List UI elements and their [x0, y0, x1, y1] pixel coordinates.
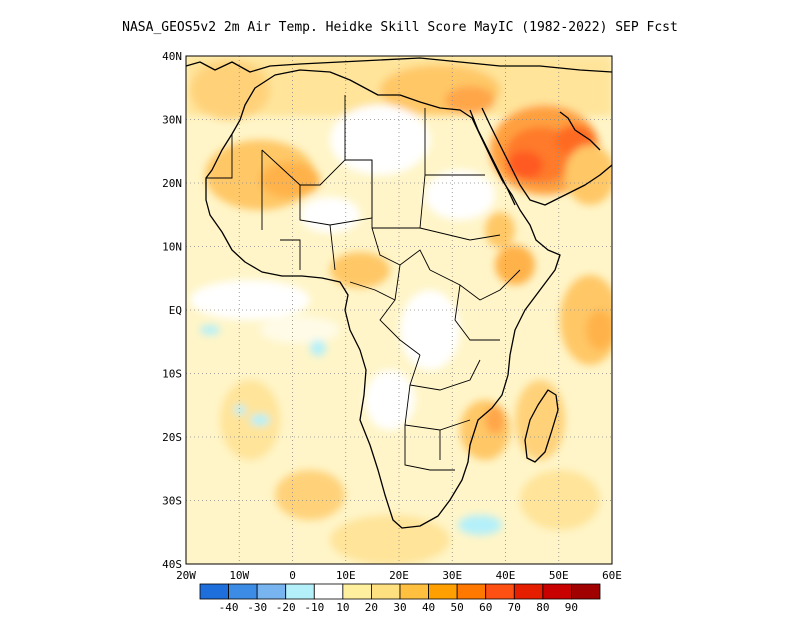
colorbar-swatch — [199, 583, 229, 600]
lon-tick-label: 60E — [602, 569, 622, 582]
shading-layer — [186, 56, 612, 564]
colorbar-label: 60 — [479, 601, 492, 614]
colorbar-label: -20 — [276, 601, 296, 614]
colorbar-swatch — [285, 583, 315, 600]
lon-tick-label: 20E — [389, 569, 409, 582]
lon-tick-label: 30E — [442, 569, 462, 582]
lon-tick-label: 0 — [289, 569, 296, 582]
lon-tick-label: 20W — [176, 569, 196, 582]
colorbar-label: -30 — [247, 601, 267, 614]
lat-tick-label: 10N — [162, 241, 182, 254]
longitude-labels: 20W 10W 0 10E 20E 30E 40E 50E 60E — [176, 569, 622, 582]
colorbar-label: 90 — [565, 601, 578, 614]
colorbar-label: 10 — [336, 601, 349, 614]
africa-coastline — [205, 69, 561, 529]
colorbar-swatch — [513, 583, 544, 600]
colorbar-swatch — [542, 583, 572, 600]
lat-tick-label: 30N — [162, 114, 182, 127]
colorbar-label: 40 — [422, 601, 435, 614]
lat-tick-label: 40S — [162, 558, 182, 571]
colorbar-swatch — [342, 583, 372, 600]
colorbar-label: 80 — [536, 601, 549, 614]
lat-tick-label: 20S — [162, 431, 182, 444]
colorbar-label: -10 — [304, 601, 324, 614]
colorbar-label: 50 — [451, 601, 464, 614]
colorbar-label: 70 — [508, 601, 521, 614]
map-title: NASA_GEOS5v2 2m Air Temp. Heidke Skill S… — [122, 20, 678, 35]
lat-tick-label: 10S — [162, 368, 182, 381]
lat-tick-label: 30S — [162, 495, 182, 508]
colorbar-swatch — [371, 583, 401, 600]
lon-tick-label: 50E — [549, 569, 569, 582]
country-borders — [206, 95, 521, 471]
arabia-coastline — [481, 107, 613, 206]
lon-tick-label: 10E — [336, 569, 356, 582]
lat-tick-label: 40N — [162, 50, 182, 63]
colorbar: -40 -30 -20 -10 10 20 30 40 50 60 70 80 90 — [199, 583, 601, 614]
lat-tick-label: 20N — [162, 177, 182, 190]
lon-tick-label: 40E — [496, 569, 516, 582]
colorbar-swatch — [571, 583, 601, 600]
colorbar-label: 20 — [365, 601, 378, 614]
colorbar-swatch — [313, 583, 344, 600]
gridlines — [186, 56, 612, 564]
latitude-labels: 40N 30N 20N 10N EQ 10S 20S 30S 40S — [162, 50, 182, 571]
madagascar-coastline — [524, 389, 559, 463]
red-sea-coastline — [469, 109, 516, 206]
colorbar-label: -40 — [219, 601, 239, 614]
colorbar-swatch — [228, 583, 258, 600]
colorbar-swatch — [485, 583, 515, 600]
colorbar-swatch — [256, 583, 287, 600]
europe-coastline — [185, 57, 613, 73]
colorbar-swatch — [456, 583, 487, 600]
plot-frame — [185, 55, 613, 565]
lon-tick-label: 10W — [229, 569, 249, 582]
colorbar-label: 30 — [393, 601, 406, 614]
colorbar-swatch — [428, 583, 458, 600]
coastlines — [185, 57, 613, 529]
colorbar-swatch — [399, 583, 429, 600]
lat-tick-label: EQ — [169, 304, 182, 317]
